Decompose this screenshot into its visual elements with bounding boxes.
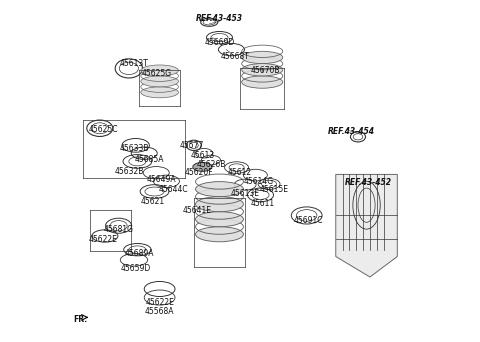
- Text: 45614G: 45614G: [244, 177, 274, 186]
- Text: 45670B: 45670B: [251, 66, 280, 75]
- Text: 45612: 45612: [228, 168, 252, 177]
- Text: 45613E: 45613E: [230, 189, 260, 198]
- Text: 45568A: 45568A: [145, 307, 174, 316]
- Text: 45625G: 45625G: [141, 69, 171, 78]
- Text: 45622E: 45622E: [145, 298, 174, 307]
- Text: 45625C: 45625C: [88, 126, 118, 134]
- Ellipse shape: [195, 182, 243, 197]
- Text: 45620F: 45620F: [185, 168, 213, 177]
- Ellipse shape: [193, 162, 212, 171]
- Text: 45681G: 45681G: [104, 225, 133, 234]
- Text: 45649A: 45649A: [146, 175, 176, 184]
- Text: 45669D: 45669D: [204, 38, 235, 47]
- Text: 45633B: 45633B: [119, 144, 149, 153]
- Ellipse shape: [141, 65, 179, 76]
- Text: 45668T: 45668T: [220, 52, 249, 61]
- Text: REF.43-452: REF.43-452: [345, 179, 392, 187]
- Text: 45577: 45577: [180, 141, 204, 150]
- Text: 45626B: 45626B: [196, 160, 226, 169]
- Text: 45615E: 45615E: [260, 185, 288, 194]
- Text: 45641E: 45641E: [183, 206, 212, 215]
- Text: 45621: 45621: [141, 197, 165, 206]
- Text: REF.43-454: REF.43-454: [328, 127, 375, 136]
- Text: 45691C: 45691C: [294, 216, 323, 225]
- Text: 45613: 45613: [190, 151, 215, 160]
- Text: 45622E: 45622E: [89, 235, 118, 244]
- Text: 45611: 45611: [250, 199, 274, 208]
- Text: 45685A: 45685A: [134, 155, 164, 163]
- Text: 45689A: 45689A: [124, 249, 154, 258]
- Text: REF.43-453: REF.43-453: [196, 14, 243, 23]
- Polygon shape: [336, 174, 397, 277]
- Text: FR.: FR.: [73, 315, 87, 324]
- Text: 45644C: 45644C: [158, 185, 188, 194]
- Ellipse shape: [242, 76, 283, 88]
- Text: 45659D: 45659D: [120, 264, 151, 273]
- Ellipse shape: [195, 197, 243, 212]
- Ellipse shape: [242, 51, 283, 64]
- Ellipse shape: [195, 227, 243, 242]
- Ellipse shape: [195, 212, 243, 227]
- Ellipse shape: [141, 76, 179, 87]
- Ellipse shape: [141, 87, 179, 98]
- Text: 45613T: 45613T: [120, 59, 148, 68]
- Text: 45632B: 45632B: [114, 167, 144, 175]
- Ellipse shape: [242, 64, 283, 76]
